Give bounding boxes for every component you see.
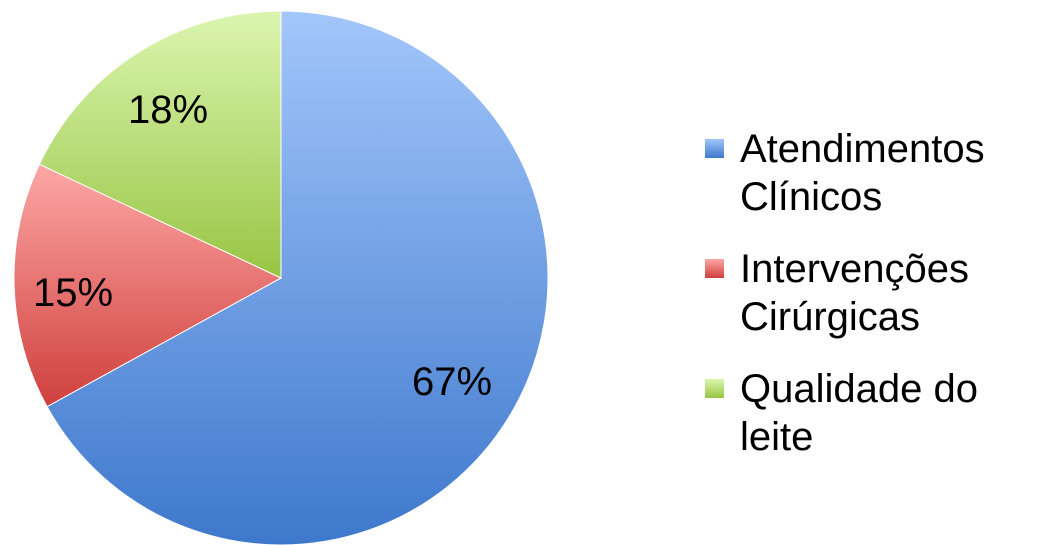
legend-label: Cirúrgicas [740,295,920,339]
legend-swatch [705,139,724,158]
pie-data-label: 15% [33,271,113,315]
pie-slice-3 [38,10,282,279]
pie-slice-1 [46,10,549,545]
pie-data-label: 18% [128,88,208,132]
legend-label: Clínicos [740,175,882,219]
legend-label: Qualidade do [740,367,978,411]
legend-label: Intervenções [740,247,969,291]
legend-label: leite [740,415,813,459]
pie-slice-2 [13,163,283,408]
legend-label: Atendimentos [740,127,985,171]
legend-swatch [705,379,724,398]
legend-swatch [705,259,724,278]
pie-data-label: 67% [412,360,492,404]
pie-slices [13,10,549,545]
pie-data-labels: 67% 15% 18% [33,88,492,404]
